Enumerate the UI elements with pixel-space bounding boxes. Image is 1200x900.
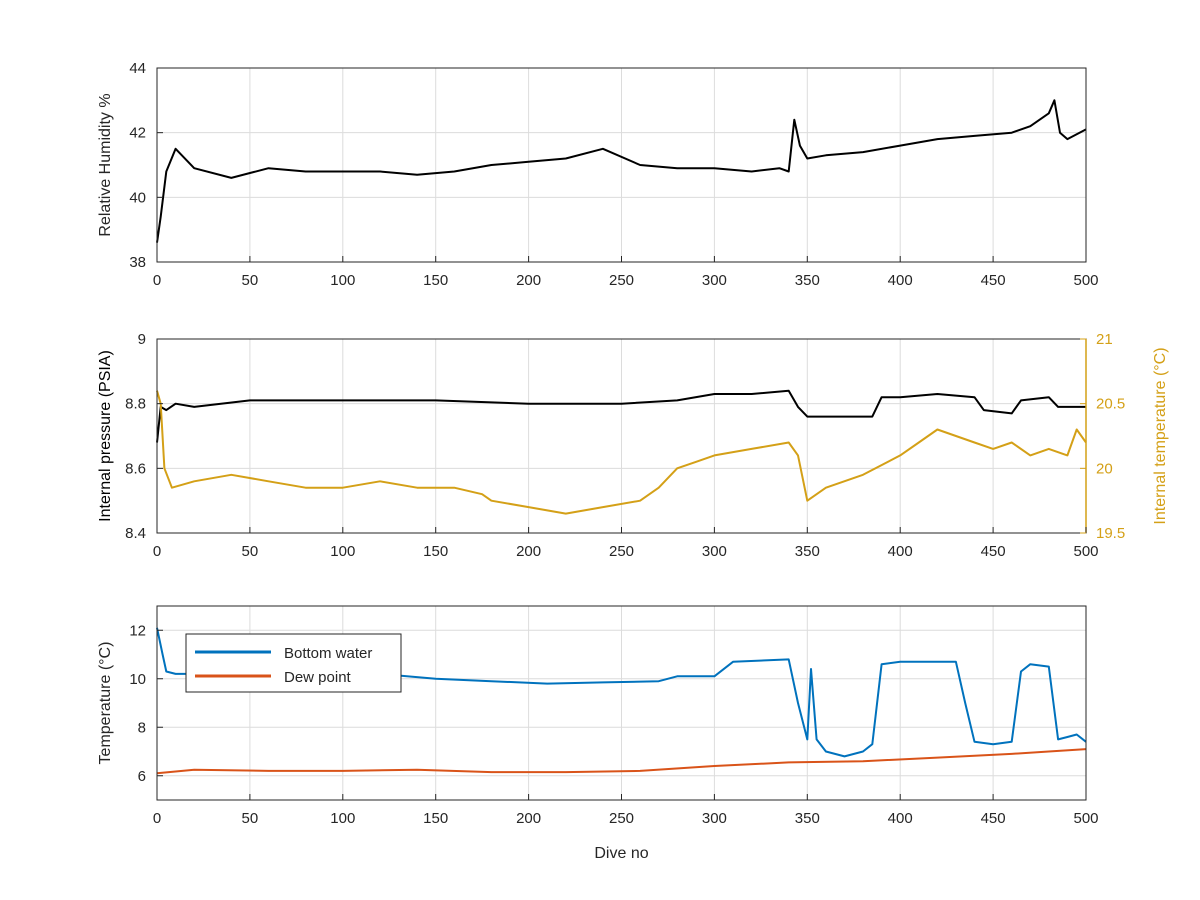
y-tick-label: 8: [138, 719, 146, 736]
y2-axis-label: Internal temperature (°C): [1152, 347, 1169, 524]
x-tick-label: 350: [795, 543, 820, 560]
y-axis-label: Temperature (°C): [97, 642, 114, 765]
y-tick-label: 42: [129, 125, 146, 142]
y-tick-label: 40: [129, 189, 146, 206]
x-tick-label: 50: [242, 543, 259, 560]
y-tick-label: 9: [138, 331, 146, 348]
x-tick-label: 150: [423, 272, 448, 289]
y-tick-label: 8.8: [125, 396, 146, 413]
x-tick-label: 250: [609, 810, 634, 827]
x-tick-label: 400: [888, 272, 913, 289]
x-tick-label: 200: [516, 272, 541, 289]
y2-tick-label: 19.5: [1096, 525, 1125, 542]
y-tick-label: 10: [129, 671, 146, 688]
x-tick-label: 300: [702, 272, 727, 289]
x-tick-label: 50: [242, 272, 259, 289]
series-dew-point-line: [156, 748, 1087, 775]
x-tick-label: 100: [330, 543, 355, 560]
y2-tick-label: 21: [1096, 331, 1113, 348]
x-tick-label: 350: [795, 810, 820, 827]
x-tick-label: 500: [1073, 810, 1098, 827]
x-tick-label: 100: [330, 272, 355, 289]
legend-label-bottom-water: Bottom water: [284, 645, 372, 662]
y-tick-label: 44: [129, 60, 146, 77]
x-tick-label: 400: [888, 543, 913, 560]
y2-tick-label: 20: [1096, 460, 1113, 477]
x-tick-label: 200: [516, 810, 541, 827]
y2-tick-label: 20.5: [1096, 396, 1125, 413]
x-tick-label: 500: [1073, 543, 1098, 560]
x-tick-label: 250: [609, 543, 634, 560]
x-tick-label: 300: [702, 810, 727, 827]
x-tick-label: 450: [981, 272, 1006, 289]
x-tick-label: 250: [609, 272, 634, 289]
x-tick-label: 300: [702, 543, 727, 560]
x-tick-label: 0: [153, 543, 161, 560]
y-axis-label: Internal pressure (PSIA): [97, 350, 114, 522]
x-tick-label: 100: [330, 810, 355, 827]
x-tick-label: 150: [423, 810, 448, 827]
x-tick-label: 150: [423, 543, 448, 560]
series-2-2-line: [156, 390, 1087, 515]
y-tick-label: 8.4: [125, 525, 146, 542]
y-tick-label: 38: [129, 254, 146, 271]
x-tick-label: 450: [981, 543, 1006, 560]
series-1-1-line: [156, 99, 1087, 243]
y-tick-label: 6: [138, 768, 146, 785]
x-tick-label: 450: [981, 810, 1006, 827]
y-tick-label: 8.6: [125, 460, 146, 477]
x-tick-label: 0: [153, 272, 161, 289]
x-tick-label: 350: [795, 272, 820, 289]
x-tick-label: 0: [153, 810, 161, 827]
legend-box: [185, 633, 402, 693]
y-tick-label: 12: [129, 622, 146, 639]
x-tick-label: 200: [516, 543, 541, 560]
series-2-1-line: [156, 389, 1086, 443]
x-tick-label: 500: [1073, 272, 1098, 289]
x-tick-label: 400: [888, 810, 913, 827]
y-axis-label: Relative Humidity %: [97, 93, 114, 236]
legend-label-dew-point: Dew point: [284, 669, 352, 686]
x-tick-label: 50: [242, 810, 259, 827]
x-axis-label: Dive no: [594, 845, 648, 862]
